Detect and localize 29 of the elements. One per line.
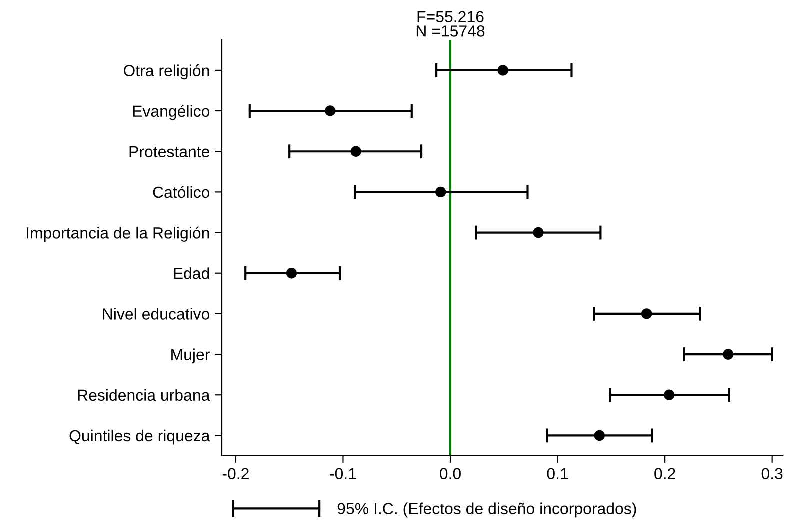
y-tick-label: Evangélico [133, 105, 210, 120]
y-tick-label: Edad [174, 268, 210, 280]
x-tick-label: 0.1 [547, 468, 568, 480]
x-tick-label: 0.2 [654, 468, 676, 480]
y-tick-label: Otra religión [124, 64, 210, 80]
point [325, 106, 336, 116]
y-tick-label: Católico [153, 186, 210, 198]
y-tick-label: Nivel educativo [103, 308, 210, 320]
point [286, 268, 298, 279]
point [664, 390, 675, 400]
point [533, 227, 544, 238]
legend-label: 95% I.C. (Efectos de diseño incorporados) [338, 502, 636, 518]
x-tick-label: 0.0 [440, 468, 461, 480]
y-tick-label: Mujer [172, 348, 210, 364]
x-tick-label: -0.2 [222, 468, 249, 480]
point [435, 186, 446, 198]
point [641, 308, 652, 320]
point [498, 65, 508, 76]
y-tick-label: Importancia de la Religión [27, 226, 210, 242]
y-tick-label: Residencia urbana [78, 389, 210, 402]
point [723, 349, 734, 360]
x-tick-label: -0.1 [330, 468, 356, 480]
y-tick-label: Protestante [130, 146, 210, 158]
x-tick-label: 0.3 [762, 468, 783, 480]
point [350, 146, 362, 157]
chart-subtitle: N =15748 [416, 26, 485, 37]
y-tick-label: Quintiles de riqueza [70, 430, 210, 445]
point [594, 430, 605, 442]
chart-title: F=55.216 [418, 11, 484, 23]
